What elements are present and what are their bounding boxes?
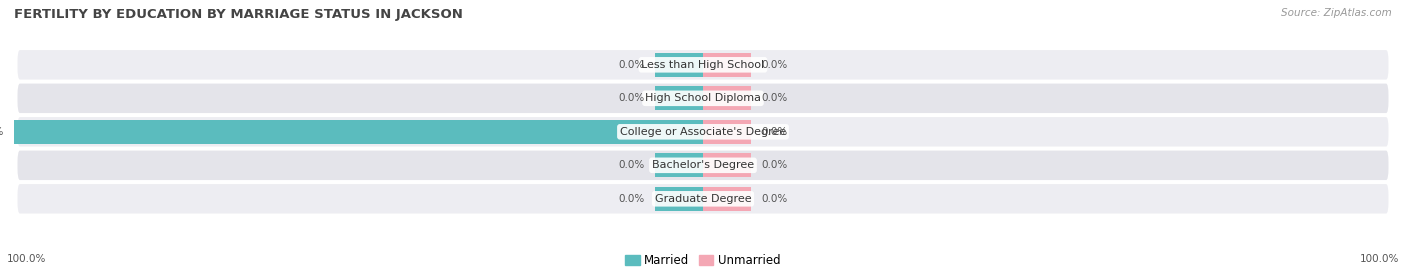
Bar [703,86,751,110]
Text: 100.0%: 100.0% [0,127,4,137]
Text: 0.0%: 0.0% [619,60,644,70]
Text: 100.0%: 100.0% [1360,254,1399,264]
FancyBboxPatch shape [17,184,1389,214]
Bar [703,120,751,144]
Bar [655,53,703,77]
Text: 0.0%: 0.0% [762,93,787,103]
Text: 0.0%: 0.0% [762,60,787,70]
FancyBboxPatch shape [17,84,1389,113]
Text: 100.0%: 100.0% [7,254,46,264]
Bar [14,120,703,144]
Text: 0.0%: 0.0% [762,160,787,170]
Text: High School Diploma: High School Diploma [645,93,761,103]
Text: Bachelor's Degree: Bachelor's Degree [652,160,754,170]
FancyBboxPatch shape [17,117,1389,147]
Bar [655,86,703,110]
Text: Graduate Degree: Graduate Degree [655,194,751,204]
FancyBboxPatch shape [17,50,1389,80]
Text: 0.0%: 0.0% [619,93,644,103]
Text: Source: ZipAtlas.com: Source: ZipAtlas.com [1281,8,1392,18]
FancyBboxPatch shape [17,151,1389,180]
Bar [655,153,703,177]
Text: 0.0%: 0.0% [619,160,644,170]
Text: Less than High School: Less than High School [641,60,765,70]
Text: FERTILITY BY EDUCATION BY MARRIAGE STATUS IN JACKSON: FERTILITY BY EDUCATION BY MARRIAGE STATU… [14,8,463,21]
Text: 0.0%: 0.0% [619,194,644,204]
Bar [703,53,751,77]
Text: 0.0%: 0.0% [762,127,787,137]
Bar [703,153,751,177]
Bar [655,187,703,211]
Bar [703,187,751,211]
Text: College or Associate's Degree: College or Associate's Degree [620,127,786,137]
Legend: Married, Unmarried: Married, Unmarried [620,249,786,269]
Text: 0.0%: 0.0% [762,194,787,204]
